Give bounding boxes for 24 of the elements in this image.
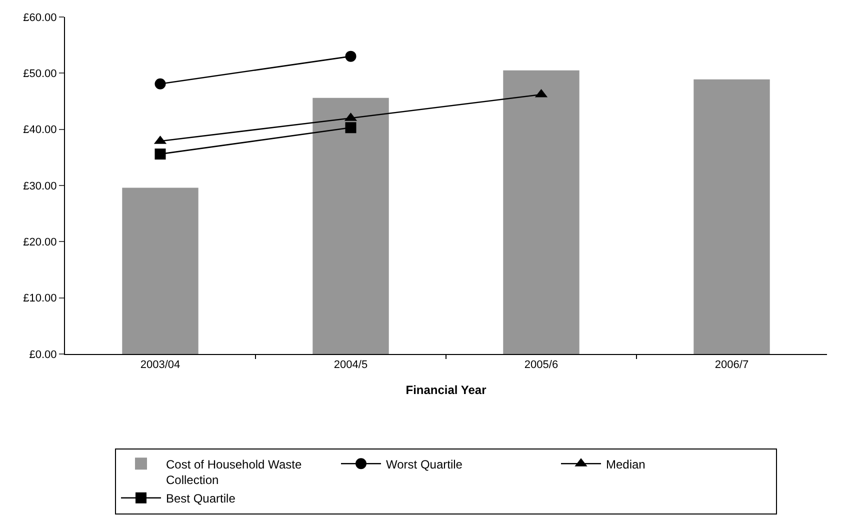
bar [122, 188, 198, 354]
point [154, 148, 166, 160]
y-tick-label: £30.00 [23, 180, 57, 192]
legend-label: Median [606, 458, 646, 472]
y-tick-label: £40.00 [23, 124, 57, 136]
bar [503, 70, 580, 354]
x-tick-label: 2005/6 [524, 359, 558, 372]
legend-label: Worst Quartile [386, 458, 463, 472]
y-tick-label: £10.00 [23, 292, 57, 305]
x-tick-label: 2003/04 [140, 359, 180, 372]
y-tick-label: £0.00 [29, 348, 57, 361]
point [345, 50, 356, 62]
y-tick-label: £60.00 [23, 12, 57, 24]
point [345, 122, 356, 134]
legend-label: Best Quartile [166, 492, 236, 506]
bar [312, 98, 389, 354]
y-tick-label: £50.00 [23, 68, 57, 80]
x-axis-title: Financial Year [406, 383, 487, 398]
x-tick-label: 2006/7 [714, 359, 749, 372]
bar [694, 79, 770, 354]
x-tick-label: 2004/5 [334, 359, 368, 372]
y-tick-label: £20.00 [23, 236, 57, 249]
legend-label: Cost of Household Waste Collection [166, 457, 302, 487]
point [154, 78, 166, 90]
